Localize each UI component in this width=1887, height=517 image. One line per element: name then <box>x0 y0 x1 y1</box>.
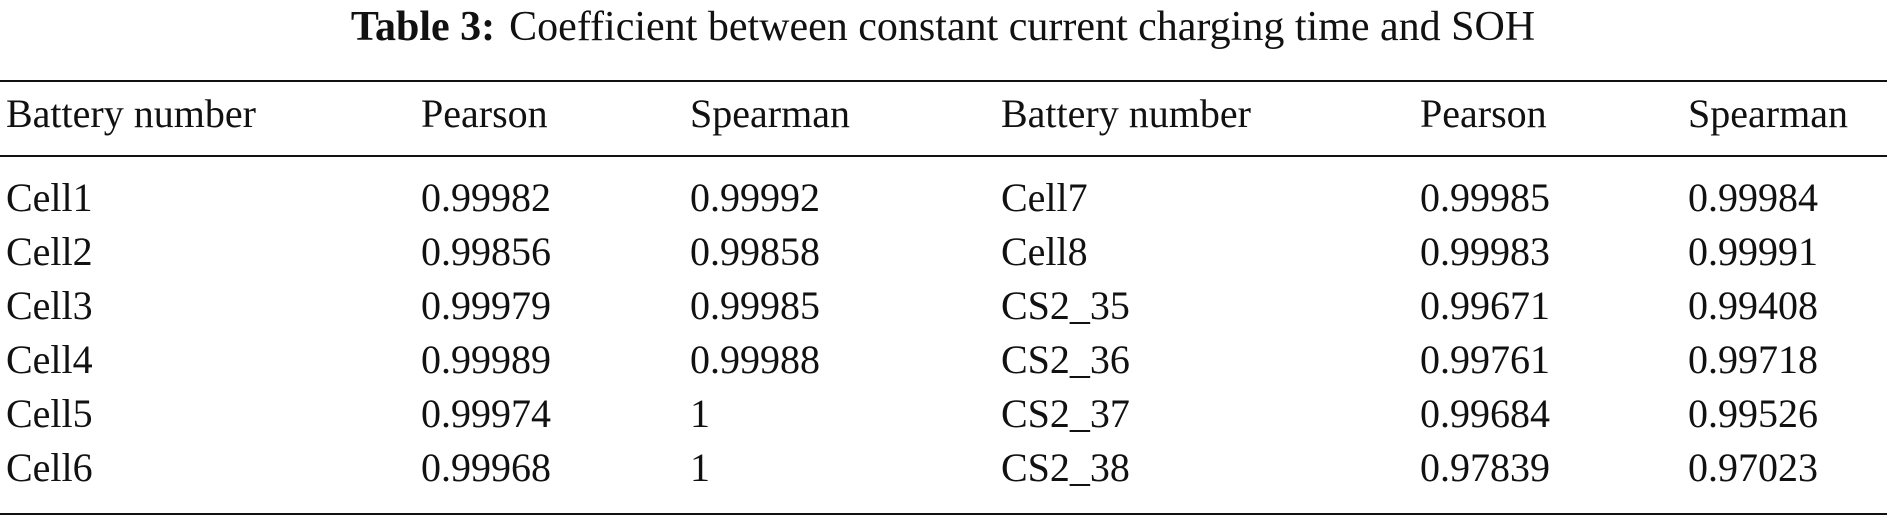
column-header: Pearson <box>1420 91 1547 136</box>
table-cell: 0.97023 <box>1688 445 1818 490</box>
table-cell: CS2_36 <box>1001 337 1130 382</box>
table-cell: CS2_37 <box>1001 391 1130 436</box>
table-cell: 1 <box>690 445 710 490</box>
table-cell: 0.99526 <box>1688 391 1818 436</box>
table-cell: 0.99856 <box>421 229 551 274</box>
table-cell: 0.99985 <box>1420 175 1550 220</box>
caption-text: Coefficient between constant current cha… <box>509 4 1535 50</box>
column-header: Pearson <box>421 91 548 136</box>
table-cell: Cell3 <box>6 283 93 328</box>
table-cell: 0.99989 <box>421 337 551 382</box>
caption-label: Table 3: <box>351 4 495 50</box>
table-cell: 0.99974 <box>421 391 551 436</box>
table-cell: 0.99984 <box>1688 175 1818 220</box>
table-cell: 0.99991 <box>1688 229 1818 274</box>
table-cell: 1 <box>690 391 710 436</box>
table-cell: 0.99718 <box>1688 337 1818 382</box>
table-cell: 0.97839 <box>1420 445 1550 490</box>
table-cell: Cell2 <box>6 229 93 274</box>
table-cell: Cell1 <box>6 175 93 220</box>
table-cell: 0.99408 <box>1688 283 1818 328</box>
table-cell: CS2_35 <box>1001 283 1130 328</box>
table-cell: Cell4 <box>6 337 93 382</box>
table-cell: 0.99858 <box>690 229 820 274</box>
table-cell: Cell5 <box>6 391 93 436</box>
column-header: Spearman <box>1688 91 1848 136</box>
table-cell: CS2_38 <box>1001 445 1130 490</box>
table-cell: Cell6 <box>6 445 93 490</box>
table-cell: 0.99982 <box>421 175 551 220</box>
table-cell: 0.99988 <box>690 337 820 382</box>
column-header: Battery number <box>6 91 256 136</box>
column-header: Spearman <box>690 91 850 136</box>
column-header: Battery number <box>1001 91 1251 136</box>
table-cell: 0.99761 <box>1420 337 1550 382</box>
table-cell: 0.99992 <box>690 175 820 220</box>
table-cell: 0.99985 <box>690 283 820 328</box>
table-cell: Cell8 <box>1001 229 1088 274</box>
table-cell: 0.99968 <box>421 445 551 490</box>
table-cell: 0.99671 <box>1420 283 1550 328</box>
table-cell: Cell7 <box>1001 175 1088 220</box>
table-cell: 0.99684 <box>1420 391 1550 436</box>
table-cell: 0.99983 <box>1420 229 1550 274</box>
table-caption: Table 3: Coefficient between constant cur… <box>351 4 1535 50</box>
table-cell: 0.99979 <box>421 283 551 328</box>
